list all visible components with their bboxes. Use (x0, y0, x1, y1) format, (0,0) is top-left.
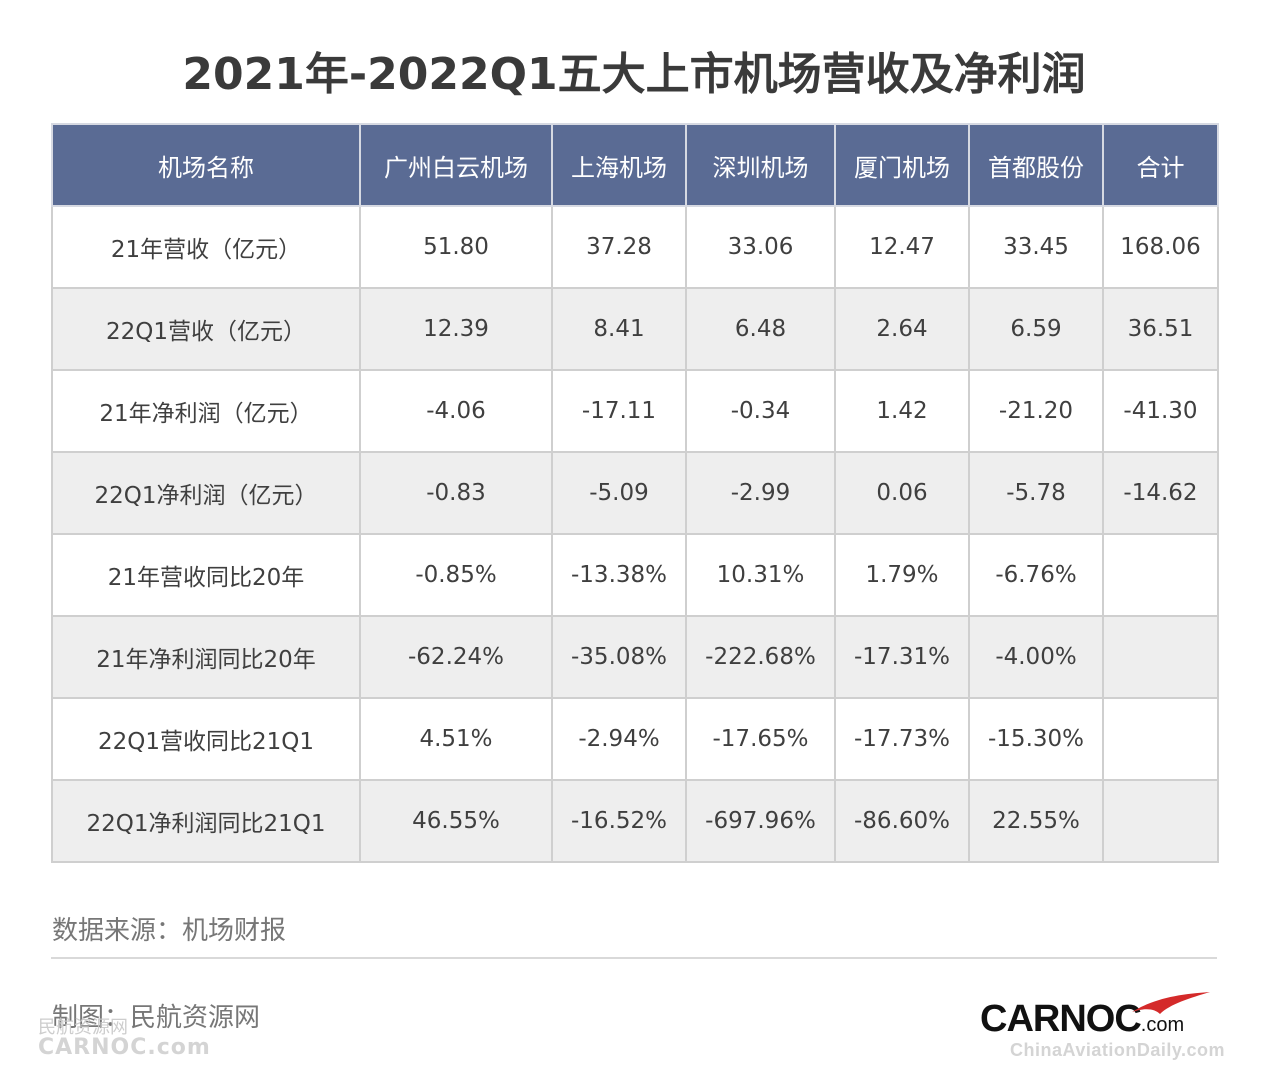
header-cell-1: 广州白云机场 (359, 123, 553, 207)
table-cell: 36.51 (1102, 287, 1219, 371)
footer-divider (51, 957, 1217, 959)
table-cell: -5.09 (551, 451, 687, 535)
table-cell: 12.39 (359, 287, 553, 371)
table-cell: -17.11 (551, 369, 687, 453)
table-cell: -4.00% (968, 615, 1104, 699)
table-cell: -6.76% (968, 533, 1104, 617)
table-cell: -0.83 (359, 451, 553, 535)
header-cell-2: 上海机场 (551, 123, 687, 207)
table-cell: -0.34 (685, 369, 836, 453)
carnoc-logo: CARNOC.com (980, 998, 1185, 1040)
table-cell: -2.99 (685, 451, 836, 535)
row-label-cell: 21年营收（亿元） (51, 205, 361, 289)
table-row: 22Q1净利润同比21Q1 46.55% -16.52% -697.96% -86.60… (51, 779, 1219, 863)
table-cell: -15.30% (968, 697, 1104, 781)
table-cell: 0.06 (834, 451, 970, 535)
table-cell: 4.51% (359, 697, 553, 781)
table-cell: -17.65% (685, 697, 836, 781)
header-cell-3: 深圳机场 (685, 123, 836, 207)
table-cell: 33.06 (685, 205, 836, 289)
header-cell-airport-name: 机场名称 (51, 123, 361, 207)
table-cell (1102, 779, 1219, 863)
table-cell: 12.47 (834, 205, 970, 289)
row-label-cell: 21年净利润（亿元） (51, 369, 361, 453)
table-cell: -14.62 (1102, 451, 1219, 535)
table-cell: 1.79% (834, 533, 970, 617)
table-cell: -697.96% (685, 779, 836, 863)
table-cell: -2.94% (551, 697, 687, 781)
table-cell: -222.68% (685, 615, 836, 699)
table-cell: -5.78 (968, 451, 1104, 535)
page-title: 2021年-2022Q1五大上市机场营收及净利润 (182, 49, 1086, 100)
table-cell: -86.60% (834, 779, 970, 863)
watermark-left: 民航资源网 CARNOC.com (38, 1017, 211, 1060)
table-header-row: 机场名称 广州白云机场 上海机场 深圳机场 厦门机场 首都股份 合计 (51, 123, 1219, 207)
table-row: 22Q1营收（亿元） 12.39 8.41 6.48 2.64 6.59 36.51 (51, 287, 1219, 371)
data-table: 机场名称 广州白云机场 上海机场 深圳机场 厦门机场 首都股份 合计 21年营收（亿元） 51… (51, 123, 1219, 863)
table-row: 21年净利润同比20年 -62.24% -35.08% -222.68% -17.31%… (51, 615, 1219, 699)
table-cell: 22.55% (968, 779, 1104, 863)
table-cell (1102, 615, 1219, 699)
row-label-cell: 21年净利润同比20年 (51, 615, 361, 699)
logo-brand: CARNOC (980, 998, 1142, 1040)
logo-domain: .com (1140, 1014, 1185, 1036)
table-cell: -41.30 (1102, 369, 1219, 453)
table-cell: -13.38% (551, 533, 687, 617)
chart-maker-note: 制图：民航资源网 (52, 1003, 261, 1033)
table-row: 21年营收同比20年 -0.85% -13.38% 10.31% 1.79% -6.76% (51, 533, 1219, 617)
table-cell: 8.41 (551, 287, 687, 371)
header-cell-4: 厦门机场 (834, 123, 970, 207)
table-body: 21年营收（亿元） 51.80 37.28 33.06 12.47 33.45 168.06… (51, 205, 1219, 863)
table-cell: 1.42 (834, 369, 970, 453)
table-cell (1102, 697, 1219, 781)
table-cell: -17.73% (834, 697, 970, 781)
table-cell: -16.52% (551, 779, 687, 863)
row-label-cell: 22Q1净利润同比21Q1 (51, 779, 361, 863)
watermark-right: ChinaAviationDaily.com (1010, 1040, 1226, 1060)
table-cell: 168.06 (1102, 205, 1219, 289)
row-label-cell: 22Q1营收（亿元） (51, 287, 361, 371)
table-cell: -62.24% (359, 615, 553, 699)
row-label-cell: 22Q1净利润（亿元） (51, 451, 361, 535)
table-cell: 51.80 (359, 205, 553, 289)
table-cell: 37.28 (551, 205, 687, 289)
table-cell: 10.31% (685, 533, 836, 617)
table-cell: 6.48 (685, 287, 836, 371)
logo-swoosh-icon (1132, 992, 1210, 1014)
table-row: 21年净利润（亿元） -4.06 -17.11 -0.34 1.42 -21.20 -41.… (51, 369, 1219, 453)
table-cell: -21.20 (968, 369, 1104, 453)
table-cell: -35.08% (551, 615, 687, 699)
table-cell: 46.55% (359, 779, 553, 863)
table-cell: 2.64 (834, 287, 970, 371)
table-cell: -17.31% (834, 615, 970, 699)
table-cell (1102, 533, 1219, 617)
table-cell: -4.06 (359, 369, 553, 453)
header-cell-6: 合计 (1102, 123, 1219, 207)
data-source-note: 数据来源：机场财报 (52, 916, 287, 946)
table-cell: -0.85% (359, 533, 553, 617)
table-cell: 6.59 (968, 287, 1104, 371)
table-row: 22Q1净利润（亿元） -0.83 -5.09 -2.99 0.06 -5.78 -14.6… (51, 451, 1219, 535)
watermark-left-cn: 民航资源网 (38, 1017, 128, 1038)
row-label-cell: 22Q1营收同比21Q1 (51, 697, 361, 781)
table-cell: 33.45 (968, 205, 1104, 289)
row-label-cell: 21年营收同比20年 (51, 533, 361, 617)
table-row: 22Q1营收同比21Q1 4.51% -2.94% -17.65% -17.73% -15… (51, 697, 1219, 781)
watermark-left-en: CARNOC.com (38, 1035, 211, 1060)
table-row: 21年营收（亿元） 51.80 37.28 33.06 12.47 33.45 168.06 (51, 205, 1219, 289)
header-cell-5: 首都股份 (968, 123, 1104, 207)
